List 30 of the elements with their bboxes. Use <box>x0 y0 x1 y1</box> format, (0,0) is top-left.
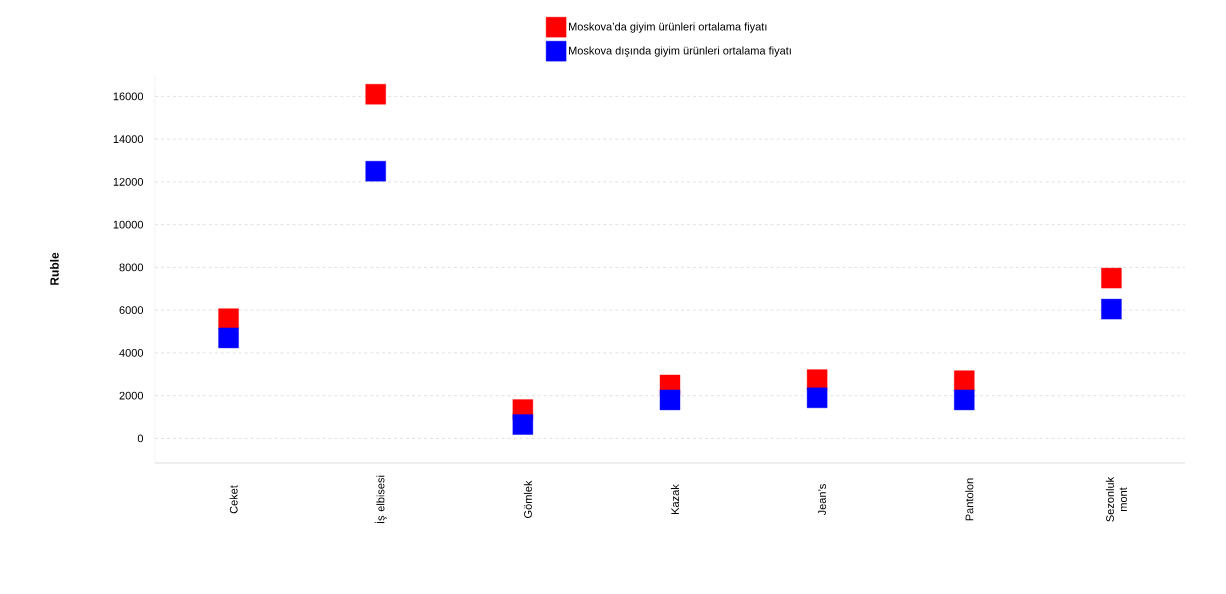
y-tick-label: 14000 <box>113 135 144 144</box>
y-tick-label: 12000 <box>113 177 144 186</box>
y-tick-label: 8000 <box>119 263 144 272</box>
y-tick-label: 4000 <box>119 349 144 357</box>
point <box>365 161 386 182</box>
x-tick-label: Sezonluk mont <box>1105 476 1127 522</box>
legend-label: Moskova’da giyim ürünleri ortalama fiyatı <box>569 22 767 33</box>
x-tick-label: Kazak <box>670 484 680 514</box>
point <box>1101 298 1122 320</box>
point <box>1101 267 1122 289</box>
point <box>365 84 386 105</box>
x-tick-label: Pantolon <box>965 478 974 521</box>
x-tick-label: Gömlek <box>523 480 532 518</box>
y-axis-title: Ruble <box>49 252 59 285</box>
x-tick-label: Ceket <box>229 485 238 514</box>
y-tick-label: 10000 <box>113 220 144 229</box>
point <box>954 370 975 391</box>
y-tick-label: 0 <box>137 434 144 443</box>
point <box>806 387 828 408</box>
y-tick-label: 6000 <box>119 306 144 315</box>
x-tick-label: İş elbisesi <box>374 475 387 523</box>
point <box>512 414 534 435</box>
point <box>218 308 239 329</box>
y-tick-label: 2000 <box>119 391 144 400</box>
point <box>659 389 681 411</box>
legend-label: Moskova dışında giyim ürünleri ortalama fiyatı <box>569 46 791 57</box>
y-tick-label: 16000 <box>113 92 144 101</box>
point <box>218 327 239 349</box>
point <box>954 389 975 411</box>
x-tick-label: Jean’s <box>818 484 826 516</box>
